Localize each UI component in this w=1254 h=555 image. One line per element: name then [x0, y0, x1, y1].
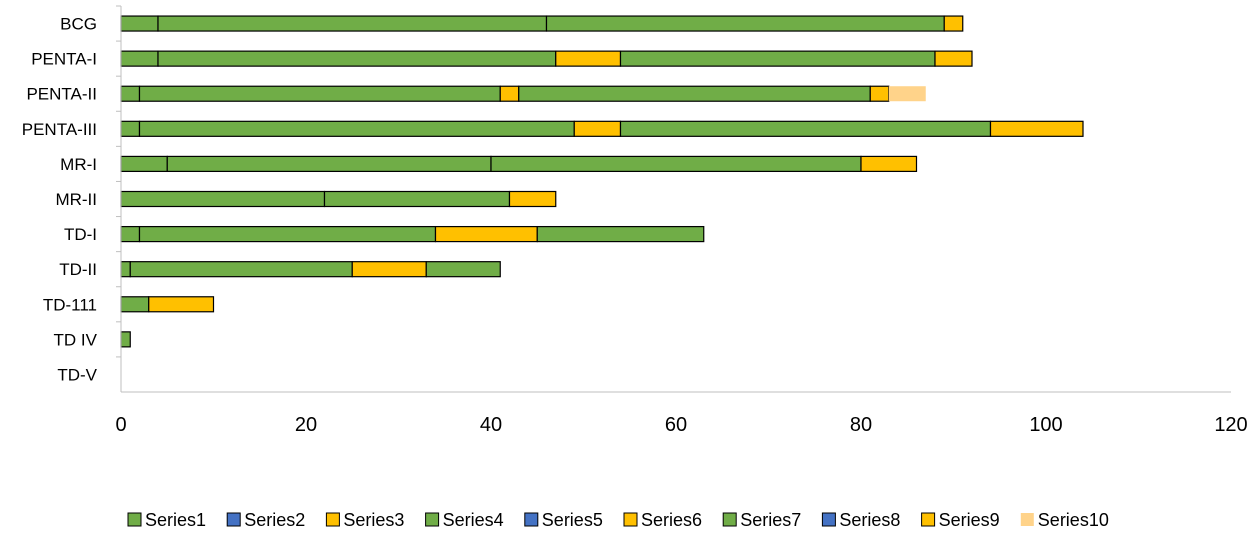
bar-td-i-series7 — [536, 225, 705, 243]
category-label: BCG — [60, 15, 97, 34]
bars-layer — [120, 15, 1084, 348]
category-label: PENTA-III — [22, 120, 97, 139]
bar-td-ii-series4 — [129, 261, 353, 278]
bar-penta-iii-series4 — [138, 120, 575, 137]
x-tick-label: 80 — [850, 414, 872, 436]
bar-mr-ii-series7 — [323, 190, 511, 208]
axes-layer — [116, 5, 1231, 393]
legend-label-series8: Series8 — [839, 510, 900, 530]
legend-swatch-series7 — [722, 512, 737, 527]
bar-td-ii-series6 — [351, 261, 427, 278]
bar-penta-iii-series9 — [989, 120, 1084, 137]
bar-bcg-series1 — [120, 15, 159, 32]
bar-td-i-series1 — [120, 225, 141, 243]
bar-penta-i-series1 — [120, 50, 159, 67]
legend: Series1 Series2 Series3 Series4 Series5 Serie… — [127, 510, 1109, 530]
x-tick-label: 120 — [1214, 414, 1247, 436]
legend-swatch-series3 — [325, 512, 340, 527]
bar-penta-i-series9 — [934, 50, 973, 67]
legend-label-series4: Series4 — [443, 510, 504, 530]
legend-swatch-series4 — [425, 512, 440, 527]
category-label: MR-II — [55, 190, 97, 209]
category-label: TD-111 — [43, 295, 97, 314]
bar-penta-iii-series1 — [120, 120, 141, 137]
bar-td-111-series1 — [120, 296, 150, 313]
bar-penta-ii-series9 — [869, 85, 890, 102]
bar-bcg-series7 — [545, 15, 945, 32]
bar-mr-i-series1 — [120, 155, 168, 173]
legend-swatch-series2 — [226, 512, 241, 527]
category-label: PENTA-II — [26, 85, 97, 104]
bar-penta-i-series4 — [157, 50, 557, 67]
x-tick-label: 40 — [480, 414, 502, 436]
legend-label-series9: Series9 — [939, 510, 1000, 530]
legend-swatch-series8 — [821, 512, 836, 527]
x-tick-label: 100 — [1029, 414, 1062, 436]
bar-penta-ii-series7 — [518, 85, 871, 102]
bar-bcg-series4 — [157, 15, 548, 32]
legend-label-series7: Series7 — [740, 510, 801, 530]
bar-td-ii-series7 — [425, 261, 501, 278]
labels-layer: BCG PENTA-I PENTA-II PENTA-III MR-I MR-II TD-I… — [22, 15, 1248, 436]
category-label: TD IV — [54, 330, 98, 349]
bar-penta-i-series7 — [619, 50, 936, 67]
bar-penta-i-series6 — [555, 50, 622, 67]
category-label: TD-V — [57, 365, 97, 384]
x-tick-label: 20 — [295, 414, 317, 436]
bar-bcg-series9 — [943, 15, 964, 32]
legend-label-series2: Series2 — [244, 510, 305, 530]
bar-td-iv-series1 — [120, 331, 131, 348]
bar-penta-ii-series4 — [138, 85, 501, 102]
legend-label-series5: Series5 — [542, 510, 603, 530]
x-tick-label: 60 — [665, 414, 687, 436]
legend-label-series10: Series10 — [1038, 510, 1109, 530]
bar-td-111-series3 — [148, 296, 215, 313]
legend-swatch-series6 — [623, 512, 638, 527]
bar-penta-ii-series6 — [499, 85, 520, 102]
bar-mr-i-series9 — [860, 155, 918, 173]
bar-mr-i-series7 — [490, 155, 862, 173]
bar-td-i-series4 — [138, 225, 437, 243]
bar-td-i-series6 — [434, 225, 538, 243]
category-label: MR-I — [60, 155, 97, 174]
legend-swatch-series5 — [524, 512, 539, 527]
bar-penta-ii-series1 — [120, 85, 141, 102]
legend-swatch-series9 — [921, 512, 936, 527]
legend-label-series6: Series6 — [641, 510, 702, 530]
category-label: PENTA-I — [31, 50, 97, 69]
legend-label-series1: Series1 — [145, 510, 206, 530]
legend-swatch-series1 — [127, 512, 142, 527]
bar-penta-iii-series6 — [573, 120, 622, 137]
x-tick-label: 0 — [115, 414, 126, 436]
legend-swatch-series10 — [1020, 513, 1034, 526]
bar-penta-ii-series10 — [888, 86, 926, 102]
bar-penta-iii-series7 — [619, 120, 992, 137]
bar-mr-i-series4 — [166, 155, 492, 173]
category-label: TD-I — [64, 225, 97, 244]
category-label: TD-II — [59, 260, 97, 279]
bar-mr-ii-series4 — [120, 190, 326, 208]
bar-mr-ii-series9 — [508, 190, 557, 208]
bar-td-ii-series1 — [120, 261, 131, 278]
legend-label-series3: Series3 — [343, 510, 404, 530]
